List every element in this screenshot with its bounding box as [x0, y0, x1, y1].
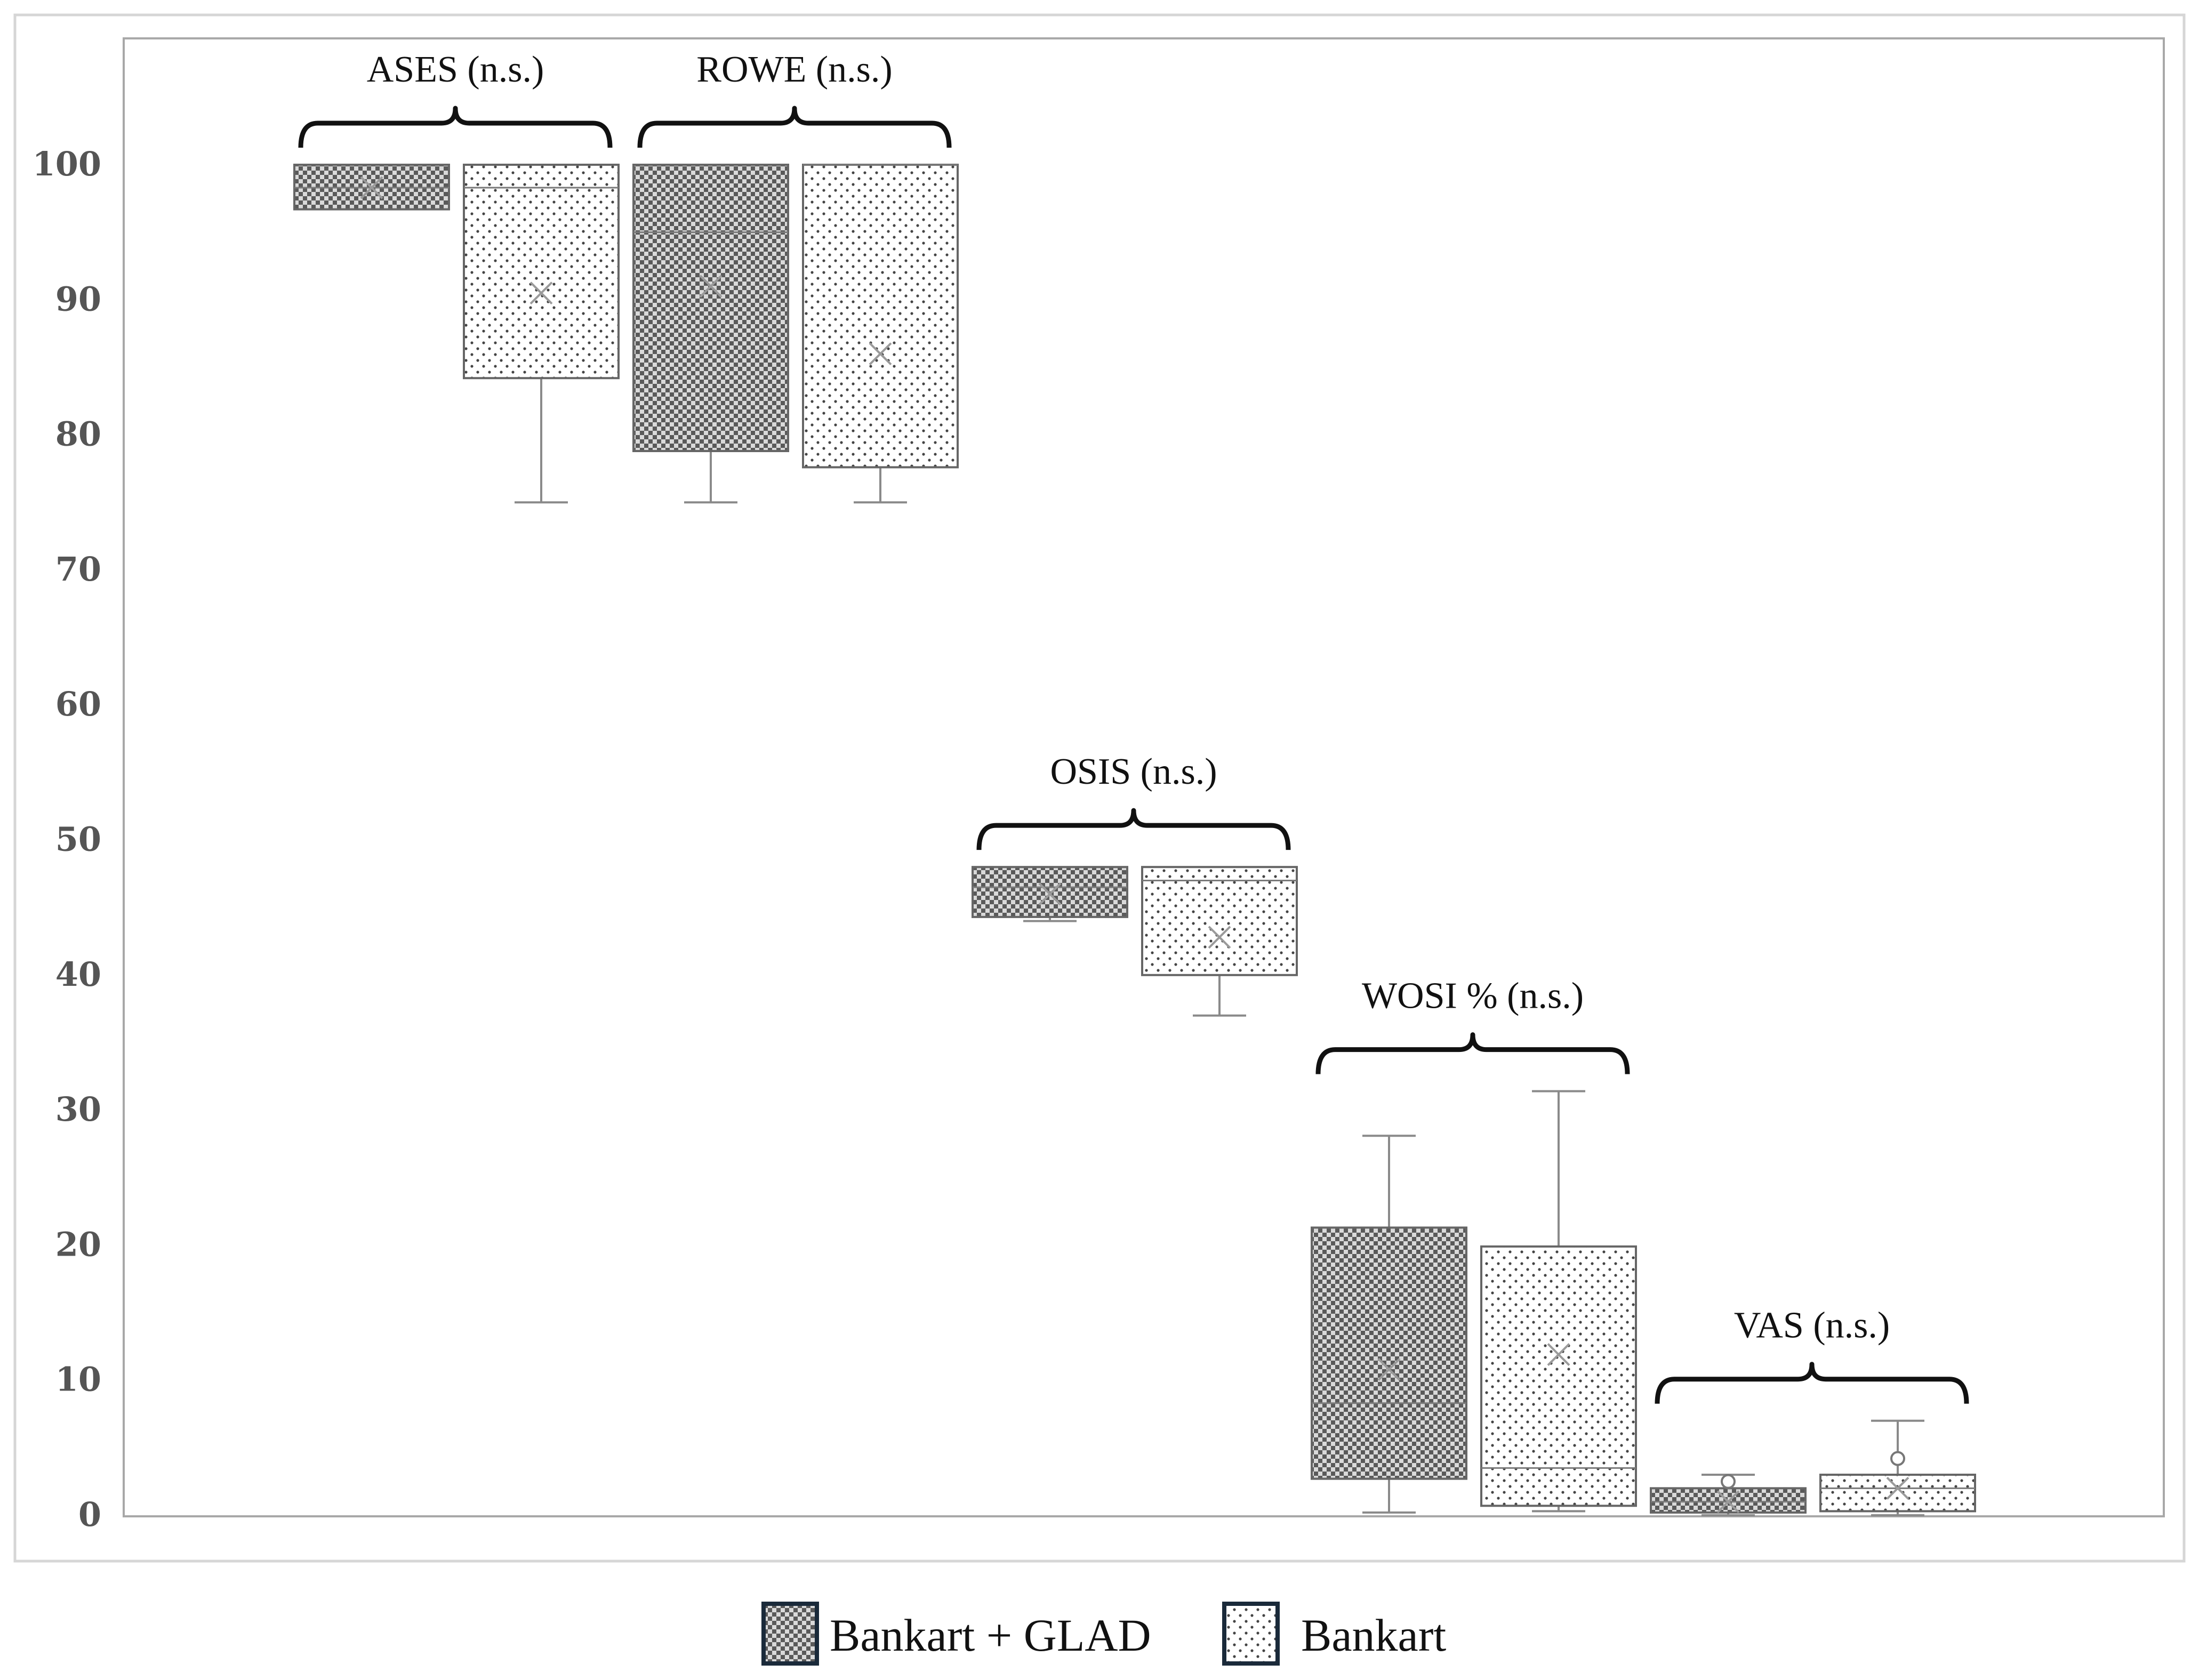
- mean-marker: [1716, 1490, 1740, 1514]
- mean-marker: [1038, 882, 1062, 906]
- group-label: ROWE (n.s.): [696, 49, 892, 90]
- legend-label: Bankart: [1301, 1610, 1446, 1661]
- group-bracket: [298, 106, 613, 148]
- mean-marker: [360, 176, 383, 199]
- mean-marker: [1377, 1358, 1401, 1381]
- box-iqr: [1141, 866, 1298, 976]
- y-tick-label: 80: [55, 415, 101, 454]
- box-iqr: [463, 164, 620, 380]
- legend-swatch: [761, 1602, 819, 1666]
- mean-marker: [699, 275, 723, 298]
- y-tick-label: 30: [55, 1090, 101, 1129]
- box-iqr: [1819, 1474, 1976, 1513]
- group-label: WOSI % (n.s.): [1362, 976, 1584, 1017]
- outlier-point: [1721, 1474, 1736, 1489]
- y-tick-label: 10: [55, 1360, 101, 1399]
- box-series: [293, 164, 1976, 1516]
- box-bankart: [802, 164, 959, 504]
- mean-marker: [869, 342, 892, 366]
- box-bankart-glad: [632, 164, 789, 504]
- box-iqr: [1311, 1226, 1467, 1480]
- mean-marker: [1208, 926, 1231, 949]
- group-bracket: [1655, 1362, 1969, 1404]
- outlier-point: [1890, 1451, 1905, 1466]
- box-bankart: [1480, 1090, 1637, 1513]
- group-bracket: [976, 808, 1291, 850]
- box-bankart: [463, 164, 620, 504]
- box-bankart: [1819, 1419, 1976, 1516]
- group-bracket: [637, 106, 952, 148]
- legend-label: Bankart + GLAD: [830, 1610, 1151, 1661]
- box-iqr: [1480, 1245, 1637, 1507]
- y-tick-label: 90: [55, 279, 101, 318]
- y-tick-label: 0: [78, 1495, 101, 1534]
- y-tick-label: 50: [55, 820, 101, 859]
- group-labels: ASES (n.s.) ROWE (n.s.) OSIS (n.s.) WOSI % …: [298, 49, 1969, 1404]
- box-bankart: [1141, 866, 1298, 1017]
- box-bankart-glad: [1311, 1135, 1467, 1514]
- legend-swatch: [1222, 1602, 1280, 1666]
- legend: Bankart + GLAD Bankart: [761, 1602, 1446, 1666]
- box-bankart-glad: [972, 866, 1128, 922]
- y-tick-label: 60: [55, 685, 101, 724]
- box-iqr: [632, 164, 789, 452]
- mean-marker: [1886, 1476, 1909, 1500]
- y-tick-label: 20: [55, 1225, 101, 1264]
- y-tick-label: 100: [33, 144, 101, 183]
- box-bankart-glad: [293, 164, 450, 211]
- group-label: ASES (n.s.): [367, 49, 544, 90]
- box-iqr: [972, 866, 1128, 918]
- group-bracket: [1315, 1032, 1630, 1074]
- mean-marker: [1547, 1343, 1570, 1366]
- box-iqr: [802, 164, 959, 469]
- box-bankart-glad: [1650, 1474, 1807, 1516]
- group-label: OSIS (n.s.): [1050, 751, 1217, 792]
- y-tick-label: 40: [55, 955, 101, 994]
- y-axis: 0 10 20 30 40 50 60 70 80 90 100: [33, 144, 101, 1534]
- y-tick-label: 70: [55, 550, 101, 589]
- group-label: VAS (n.s.): [1734, 1305, 1890, 1346]
- mean-marker: [529, 282, 553, 305]
